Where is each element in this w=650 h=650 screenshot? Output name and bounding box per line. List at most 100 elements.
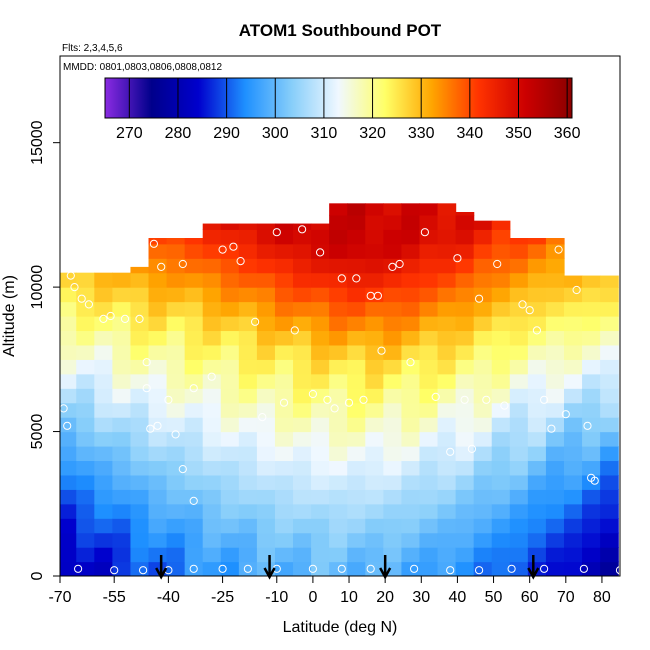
heatmap-cell — [545, 561, 565, 576]
heatmap-cell — [76, 344, 95, 360]
heatmap-cell — [256, 373, 276, 389]
heatmap-cell — [76, 417, 95, 433]
heatmap-cell — [311, 503, 330, 519]
heatmap-cell — [256, 223, 276, 230]
heatmap-cell — [383, 489, 403, 505]
heatmap-cell — [274, 547, 294, 563]
heatmap-cell — [293, 272, 312, 288]
heatmap-cell — [94, 330, 113, 346]
heatmap-cell — [274, 489, 294, 505]
heatmap-cell — [112, 518, 132, 534]
heatmap-cell — [256, 518, 276, 534]
heatmap-cell — [293, 431, 312, 447]
heatmap-cell — [473, 373, 493, 389]
heatmap-cell — [184, 272, 204, 288]
heatmap-cell — [365, 431, 384, 447]
heatmap-cell — [256, 474, 276, 490]
heatmap-cell — [94, 446, 113, 462]
heatmap-cell — [166, 238, 186, 245]
flight-sample-point — [218, 245, 227, 254]
heatmap-cell — [347, 417, 366, 433]
x-tick-label: 20 — [376, 589, 394, 606]
heatmap-cell — [293, 359, 312, 375]
heatmap-cell — [148, 272, 168, 288]
heatmap-cell — [238, 417, 258, 433]
flight-sample-point — [532, 326, 542, 335]
heatmap-cell — [94, 373, 113, 389]
heatmap-cell — [347, 330, 366, 346]
heatmap-cell — [455, 503, 475, 519]
heatmap-cell — [600, 388, 619, 404]
heatmap-cell — [256, 229, 276, 245]
heatmap-cell — [564, 344, 583, 360]
heatmap-cell — [238, 518, 258, 534]
heatmap-cell — [184, 330, 204, 346]
flight-sample-point — [330, 404, 339, 413]
heatmap-cell — [274, 431, 294, 447]
heatmap-cell — [419, 330, 439, 346]
heatmap-cell — [60, 431, 77, 447]
heatmap-cell — [311, 344, 330, 360]
chart-subtitle-flights: Flts: 2,3,4,5,6 — [62, 43, 123, 54]
heatmap-cell — [491, 229, 511, 245]
heatmap-cell — [509, 258, 529, 274]
heatmap-cell — [491, 359, 511, 375]
heatmap-cell — [365, 359, 384, 375]
heatmap-cell — [473, 359, 493, 375]
heatmap-cell — [329, 330, 348, 346]
heatmap-cell — [112, 301, 132, 317]
heatmap-cell — [220, 474, 240, 490]
heatmap-cell — [365, 258, 384, 274]
heatmap-cell — [238, 431, 258, 447]
heatmap-cell — [347, 214, 366, 230]
heatmap-cell — [60, 503, 77, 519]
heatmap-cell — [148, 489, 168, 505]
heatmap-cell — [202, 474, 222, 490]
heatmap-cell — [202, 316, 222, 332]
heatmap-cell — [256, 359, 276, 375]
heatmap-cell — [419, 547, 439, 563]
heatmap-cell — [166, 532, 186, 548]
heatmap-cell — [148, 474, 168, 490]
heatmap-cell — [437, 489, 457, 505]
heatmap-cell — [94, 301, 113, 317]
heatmap-cell — [184, 258, 204, 274]
heatmap-cell — [473, 474, 493, 490]
flight-sample-point — [189, 496, 198, 505]
heatmap-cell — [238, 316, 258, 332]
heatmap-cell — [564, 460, 583, 476]
heatmap-cell — [509, 518, 529, 534]
heatmap-cell — [545, 287, 565, 303]
heatmap-cell — [202, 330, 222, 346]
heatmap-cell — [419, 229, 439, 245]
flight-sample-point — [337, 274, 346, 283]
flight-sample-point — [493, 259, 502, 269]
heatmap-cell — [329, 489, 348, 505]
heatmap-cell — [564, 330, 583, 346]
heatmap-cell — [184, 344, 204, 360]
heatmap-cell — [437, 460, 457, 476]
heatmap-cell — [401, 243, 421, 259]
heatmap-cell — [564, 561, 583, 576]
heatmap-cell — [564, 359, 583, 375]
heatmap-cell — [112, 388, 132, 404]
heatmap-cell — [274, 258, 294, 274]
heatmap-cell — [365, 373, 384, 389]
heatmap-cell — [220, 359, 240, 375]
heatmap-cell — [419, 214, 439, 230]
x-tick-label: -25 — [211, 589, 234, 606]
heatmap-cell — [184, 460, 204, 476]
heatmap-cell — [60, 330, 77, 346]
heatmap-cell — [455, 344, 475, 360]
x-tick-label: -40 — [157, 589, 180, 606]
heatmap-cell — [202, 518, 222, 534]
heatmap-cell — [491, 373, 511, 389]
heatmap-cell — [564, 489, 583, 505]
flight-sample-point — [395, 259, 404, 269]
heatmap-cell — [166, 359, 186, 375]
heatmap-cell — [473, 503, 493, 519]
heatmap-cell — [256, 489, 276, 505]
heatmap-cell — [329, 258, 348, 274]
x-tick-label: -70 — [48, 589, 71, 606]
heatmap-cell — [545, 503, 565, 519]
